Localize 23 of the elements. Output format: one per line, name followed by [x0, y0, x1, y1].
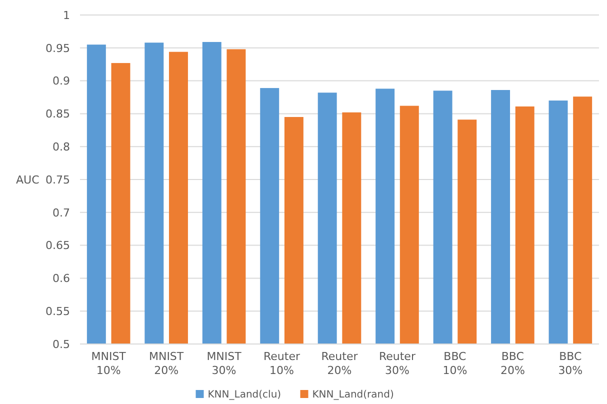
y-tick-label: 0.85	[46, 108, 70, 121]
x-tick-label: BBC 30%	[558, 350, 583, 377]
y-tick-label: 0.6	[52, 272, 70, 286]
y-tick-label: 0.8	[52, 140, 70, 154]
x-tick-label: MNIST 10%	[91, 350, 126, 377]
y-tick-label: 0.9	[52, 74, 70, 88]
y-tick-label: 1	[63, 8, 70, 22]
y-axis-title: AUC	[16, 173, 40, 186]
x-tick-label: MNIST 20%	[148, 350, 184, 377]
y-tick-label: 0.95	[46, 42, 70, 55]
x-tick-label: Reuter 20%	[321, 350, 358, 377]
x-tick-label: Reuter 10%	[264, 350, 300, 377]
y-tick-label: 0.55	[46, 304, 70, 318]
x-tick-label: Reuter 30%	[378, 350, 416, 377]
y-tick-label: 0.75	[46, 173, 70, 186]
legend-label: KNN_Land(clu)	[208, 390, 282, 400]
x-tick-label: BBC 10%	[442, 350, 468, 377]
y-tick-label: 0.7	[52, 206, 70, 220]
x-tick-label: BBC 20%	[500, 350, 525, 377]
y-tick-label: 0.65	[46, 239, 70, 252]
legend-label: KNN_Land(rand)	[312, 390, 394, 400]
x-tick-label: MNIST 30%	[206, 350, 242, 377]
y-tick-label: 0.5	[52, 338, 70, 351]
